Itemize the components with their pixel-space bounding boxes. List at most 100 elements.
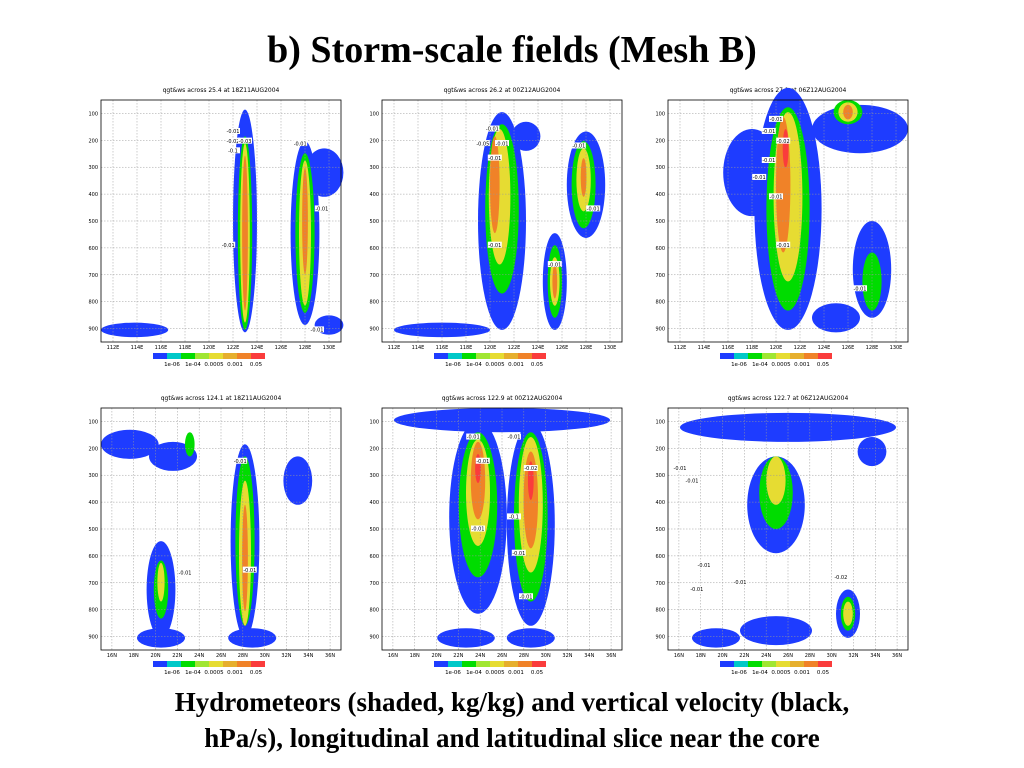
contour-label: -0.01 xyxy=(753,175,766,181)
x-tick-label: 112E xyxy=(107,345,120,351)
colorbar-swatch xyxy=(762,661,776,667)
y-tick-label: 500 xyxy=(88,219,98,225)
x-tick-label: 28N xyxy=(519,653,529,659)
x-tick-label: 18N xyxy=(410,653,420,659)
contour-label: -0.01 xyxy=(520,594,533,600)
colorbar-label: 1e-04 xyxy=(185,670,201,676)
contour-label: -0.05 xyxy=(476,141,489,147)
colorbar-swatch xyxy=(734,661,748,667)
colorbar-swatch xyxy=(490,353,504,359)
x-tick-label: 20N xyxy=(717,653,727,659)
x-tick-label: 20N xyxy=(431,653,441,659)
contour-label: -0.01 xyxy=(227,129,240,135)
colorbar-label: 1e-04 xyxy=(466,362,482,368)
x-tick-label: 116E xyxy=(155,345,168,351)
x-tick-label: 28N xyxy=(238,653,248,659)
colorbar-label: 0.001 xyxy=(794,362,810,368)
y-tick-label: 600 xyxy=(655,246,665,252)
contour-label-box xyxy=(511,549,526,556)
y-tick-label: 100 xyxy=(369,111,379,117)
y-tick-label: 300 xyxy=(655,165,665,171)
contour-label-box xyxy=(586,205,601,212)
contour-label: -0.01 xyxy=(488,243,501,249)
colorbar-swatch xyxy=(153,353,167,359)
colorbar-label: 1e-06 xyxy=(445,362,461,368)
shade-blob xyxy=(506,628,555,648)
contour-label: -0.1 xyxy=(228,149,238,155)
y-tick-label: 100 xyxy=(655,111,665,117)
contour-label: -0.01 xyxy=(315,207,328,213)
y-tick-label: 300 xyxy=(88,473,98,479)
x-tick-label: 126E xyxy=(842,345,855,351)
contour-label-box xyxy=(769,115,783,122)
shade-blob xyxy=(740,616,812,646)
x-tick-label: 34N xyxy=(584,653,594,659)
y-tick-label: 200 xyxy=(655,446,665,452)
x-tick-label: 36N xyxy=(892,653,902,659)
y-tick-label: 200 xyxy=(369,446,379,452)
x-tick-label: 32N xyxy=(848,653,858,659)
colorbar-swatch xyxy=(504,353,518,359)
shade-blob xyxy=(185,432,195,457)
x-tick-label: 34N xyxy=(303,653,313,659)
heatmap-chart: qgt&ws across 26.2 at 00Z12AUG2004 100 200… xyxy=(369,87,623,368)
y-tick-label: 300 xyxy=(88,165,98,171)
colorbar-swatch xyxy=(790,661,804,667)
contour-label-box xyxy=(314,205,329,212)
plot-frame xyxy=(100,99,342,343)
x-tick-label: 120E xyxy=(203,345,216,351)
shade-blob xyxy=(580,158,587,197)
colorbar-swatch xyxy=(790,353,804,359)
heatmap-chart: qgt&ws across 124.1 at 18Z11AUG2004 100 20… xyxy=(88,395,342,676)
y-tick-label: 700 xyxy=(88,273,98,279)
x-tick-label: 112E xyxy=(388,345,401,351)
contour-label: -0.01 xyxy=(476,459,489,465)
x-tick-label: 118E xyxy=(746,345,759,351)
contour-label: -0.01 xyxy=(243,568,256,574)
colorbar-swatch xyxy=(181,661,195,667)
colorbar-swatch xyxy=(818,353,832,359)
contour-label-box xyxy=(547,261,562,268)
y-tick-label: 900 xyxy=(655,635,665,641)
y-tick-label: 100 xyxy=(88,111,98,117)
colorbar-label: 0.001 xyxy=(508,670,524,676)
shade-blob xyxy=(843,601,853,626)
colorbar-label: 1e-06 xyxy=(731,362,747,368)
x-tick-label: 122E xyxy=(227,345,240,351)
x-tick-label: 18N xyxy=(129,653,139,659)
panel-lon-slice-27-1: qgt&ws across 27.1 at 06Z12AUG2004100200… xyxy=(644,82,914,374)
y-tick-label: 700 xyxy=(655,273,665,279)
contour-label: -0.01 xyxy=(467,435,480,441)
colorbar-swatch xyxy=(181,353,195,359)
y-tick-label: 800 xyxy=(88,300,98,306)
contour-label: -0.01 xyxy=(674,466,687,472)
colorbar-label: 1e-06 xyxy=(445,670,461,676)
y-tick-label: 300 xyxy=(655,473,665,479)
y-tick-label: 800 xyxy=(88,608,98,614)
x-tick-label: 24N xyxy=(194,653,204,659)
shade-blob xyxy=(149,441,197,471)
shade-blob xyxy=(511,121,541,151)
x-tick-label: 30N xyxy=(260,653,270,659)
shade-blob xyxy=(766,456,786,505)
contour-label-box xyxy=(226,147,240,154)
x-tick-label: 128E xyxy=(580,345,593,351)
colorbar-swatch xyxy=(434,661,448,667)
contour-label-box xyxy=(833,573,848,580)
contour-label-box xyxy=(178,569,192,576)
plot-frame xyxy=(381,407,623,651)
shade-blob xyxy=(552,264,558,299)
contour-label: -0.01 xyxy=(179,570,192,576)
y-tick-label: 200 xyxy=(88,138,98,144)
chart-title: qgt&ws across 122.7 at 06Z12AUG2004 xyxy=(728,395,849,402)
plot-frame xyxy=(100,407,342,651)
contour-label-box xyxy=(495,140,509,147)
shade-blob xyxy=(228,628,277,648)
contour-label-box xyxy=(733,578,747,585)
x-tick-label: 16N xyxy=(388,653,398,659)
colorbar-swatch xyxy=(251,353,265,359)
contour-label-box xyxy=(685,477,699,484)
contour-label: -0.01 xyxy=(486,127,499,133)
colorbar-swatch xyxy=(490,661,504,667)
colorbar-label: 1e-04 xyxy=(752,670,768,676)
